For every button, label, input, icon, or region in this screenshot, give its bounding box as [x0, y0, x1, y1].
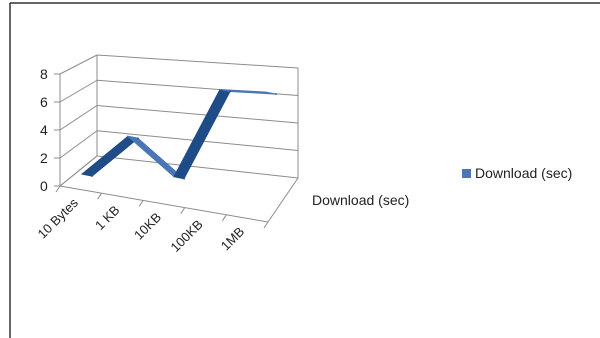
data-point-3	[229, 90, 231, 93]
gridline-back-8	[96, 54, 299, 69]
xtick-mark-0	[55, 185, 61, 193]
floor-front-edge	[59, 185, 269, 223]
xtick-label-3: 100KB	[168, 217, 206, 255]
gridlines	[54, 54, 299, 187]
data-point-2	[183, 177, 185, 180]
series-ribbon-group	[80, 88, 277, 180]
floor-right-edge	[267, 177, 299, 223]
ytick-label-0: 0	[40, 178, 48, 194]
xtick-mark-3	[180, 207, 186, 214]
data-point-0	[91, 175, 93, 177]
gridline-back-0	[96, 155, 299, 179]
gridline-left-2	[59, 130, 98, 159]
gridline-back-4	[96, 105, 299, 124]
ytick-label-6: 6	[40, 94, 48, 110]
ribbon-segment-2	[173, 88, 231, 180]
gridline-left-6	[59, 79, 98, 103]
legend-label: Download (sec)	[475, 165, 572, 181]
xtick-label-0: 10 Bytes	[35, 195, 82, 242]
ribbon-segment-1	[126, 135, 186, 180]
ribbon-segment-3	[219, 88, 277, 95]
xtick-mark-5	[263, 221, 269, 229]
data-point-4	[275, 93, 277, 95]
legend: Download (sec)	[462, 165, 572, 181]
ytick-label-8: 8	[40, 66, 48, 82]
xtick-mark-4	[221, 214, 227, 222]
ytick-label-4: 4	[40, 122, 48, 138]
gridline-left-4	[59, 105, 98, 131]
legend-swatch	[462, 169, 471, 178]
xtick-label-1: 1 KB	[92, 202, 123, 233]
gridline-left-8	[59, 54, 98, 75]
xtick-mark-2	[138, 200, 144, 207]
xtick-mark-1	[97, 192, 103, 200]
depth-axis-label: Download (sec)	[312, 192, 409, 208]
ribbon-segment-0	[80, 135, 140, 177]
data-point-1	[137, 137, 139, 140]
ytick-label-2: 2	[40, 150, 48, 166]
x-tick-marks	[55, 185, 269, 229]
xtick-label-4: 1MB	[218, 224, 248, 254]
gridline-left-0	[59, 155, 98, 187]
xtick-label-2: 10KB	[131, 210, 164, 243]
y-tick-labels: 0 2 4 6 8	[40, 66, 48, 194]
